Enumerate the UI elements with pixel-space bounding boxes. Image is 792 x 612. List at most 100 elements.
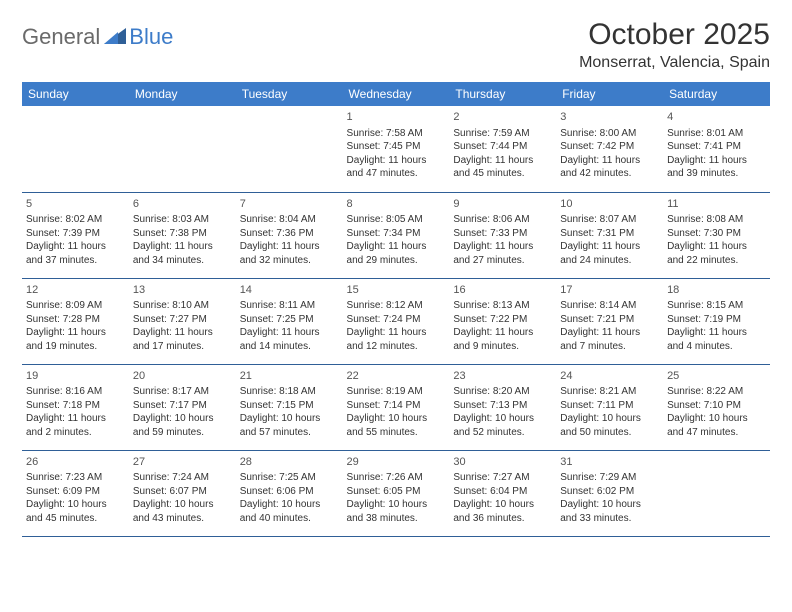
- day-info-line: Daylight: 10 hours: [453, 498, 552, 512]
- day-info-line: and 4 minutes.: [667, 340, 766, 354]
- day-info-line: Daylight: 11 hours: [453, 154, 552, 168]
- calendar-cell: 20Sunrise: 8:17 AMSunset: 7:17 PMDayligh…: [129, 364, 236, 450]
- calendar-cell: 29Sunrise: 7:26 AMSunset: 6:05 PMDayligh…: [343, 450, 450, 536]
- day-number: 25: [667, 369, 766, 384]
- day-info-line: and 37 minutes.: [26, 254, 125, 268]
- day-info-line: and 45 minutes.: [26, 512, 125, 526]
- calendar-cell: 25Sunrise: 8:22 AMSunset: 7:10 PMDayligh…: [663, 364, 770, 450]
- day-info-line: and 27 minutes.: [453, 254, 552, 268]
- calendar-cell: 13Sunrise: 8:10 AMSunset: 7:27 PMDayligh…: [129, 278, 236, 364]
- day-info-line: Daylight: 10 hours: [347, 498, 446, 512]
- day-info-line: Sunrise: 7:27 AM: [453, 471, 552, 485]
- day-info-line: Daylight: 11 hours: [26, 240, 125, 254]
- day-info-line: Sunrise: 8:12 AM: [347, 299, 446, 313]
- calendar-cell: [663, 450, 770, 536]
- day-info-line: Sunrise: 8:16 AM: [26, 385, 125, 399]
- day-info-line: Daylight: 10 hours: [560, 498, 659, 512]
- calendar-week-row: 5Sunrise: 8:02 AMSunset: 7:39 PMDaylight…: [22, 192, 770, 278]
- calendar-cell: 15Sunrise: 8:12 AMSunset: 7:24 PMDayligh…: [343, 278, 450, 364]
- day-info-line: Sunset: 6:06 PM: [240, 485, 339, 499]
- calendar-cell: 9Sunrise: 8:06 AMSunset: 7:33 PMDaylight…: [449, 192, 556, 278]
- day-info-line: Sunrise: 8:01 AM: [667, 127, 766, 141]
- day-info-line: Daylight: 11 hours: [240, 326, 339, 340]
- title-block: October 2025 Monserrat, Valencia, Spain: [579, 18, 770, 72]
- day-info-line: Sunrise: 7:58 AM: [347, 127, 446, 141]
- day-info-line: and 33 minutes.: [560, 512, 659, 526]
- day-info-line: Sunrise: 8:20 AM: [453, 385, 552, 399]
- day-info-line: Sunset: 6:07 PM: [133, 485, 232, 499]
- day-info-line: Sunset: 7:11 PM: [560, 399, 659, 413]
- calendar-page: General Blue October 2025 Monserrat, Val…: [0, 0, 792, 555]
- day-info-line: Sunrise: 7:23 AM: [26, 471, 125, 485]
- calendar-cell: 7Sunrise: 8:04 AMSunset: 7:36 PMDaylight…: [236, 192, 343, 278]
- day-number: 29: [347, 455, 446, 470]
- day-info-line: Sunset: 7:36 PM: [240, 227, 339, 241]
- day-number: 27: [133, 455, 232, 470]
- day-number: 19: [26, 369, 125, 384]
- calendar-cell: 26Sunrise: 7:23 AMSunset: 6:09 PMDayligh…: [22, 450, 129, 536]
- day-info-line: and 22 minutes.: [667, 254, 766, 268]
- logo-triangle-icon: [104, 26, 126, 49]
- day-info-line: Sunset: 7:41 PM: [667, 140, 766, 154]
- day-info-line: and 34 minutes.: [133, 254, 232, 268]
- day-info-line: Sunrise: 8:18 AM: [240, 385, 339, 399]
- day-number: 18: [667, 283, 766, 298]
- day-number: 1: [347, 110, 446, 125]
- day-number: 4: [667, 110, 766, 125]
- day-header: Friday: [556, 82, 663, 106]
- calendar-cell: 12Sunrise: 8:09 AMSunset: 7:28 PMDayligh…: [22, 278, 129, 364]
- day-info-line: Sunset: 7:42 PM: [560, 140, 659, 154]
- day-info-line: and 32 minutes.: [240, 254, 339, 268]
- day-info-line: Sunrise: 7:24 AM: [133, 471, 232, 485]
- day-number: 15: [347, 283, 446, 298]
- day-info-line: and 38 minutes.: [347, 512, 446, 526]
- day-info-line: Sunset: 7:17 PM: [133, 399, 232, 413]
- day-info-line: Sunset: 7:33 PM: [453, 227, 552, 241]
- day-info-line: Sunset: 7:34 PM: [347, 227, 446, 241]
- calendar-cell: 17Sunrise: 8:14 AMSunset: 7:21 PMDayligh…: [556, 278, 663, 364]
- day-info-line: Sunrise: 8:21 AM: [560, 385, 659, 399]
- calendar-cell: 3Sunrise: 8:00 AMSunset: 7:42 PMDaylight…: [556, 106, 663, 192]
- calendar-week-row: 12Sunrise: 8:09 AMSunset: 7:28 PMDayligh…: [22, 278, 770, 364]
- day-info-line: Sunset: 7:27 PM: [133, 313, 232, 327]
- day-info-line: Sunrise: 8:09 AM: [26, 299, 125, 313]
- day-info-line: Sunset: 7:10 PM: [667, 399, 766, 413]
- day-header: Tuesday: [236, 82, 343, 106]
- day-info-line: Daylight: 10 hours: [453, 412, 552, 426]
- day-info-line: Daylight: 11 hours: [347, 240, 446, 254]
- day-info-line: Sunset: 7:19 PM: [667, 313, 766, 327]
- day-info-line: and 59 minutes.: [133, 426, 232, 440]
- day-info-line: and 45 minutes.: [453, 167, 552, 181]
- logo-text-general: General: [22, 24, 100, 50]
- day-info-line: Sunset: 7:38 PM: [133, 227, 232, 241]
- day-info-line: Sunrise: 8:02 AM: [26, 213, 125, 227]
- day-number: 5: [26, 197, 125, 212]
- day-info-line: and 36 minutes.: [453, 512, 552, 526]
- day-info-line: Sunrise: 7:26 AM: [347, 471, 446, 485]
- day-number: 22: [347, 369, 446, 384]
- day-info-line: and 2 minutes.: [26, 426, 125, 440]
- day-info-line: Sunset: 7:30 PM: [667, 227, 766, 241]
- day-info-line: Sunrise: 8:11 AM: [240, 299, 339, 313]
- day-info-line: Daylight: 11 hours: [133, 240, 232, 254]
- day-info-line: Daylight: 11 hours: [26, 412, 125, 426]
- day-info-line: and 39 minutes.: [667, 167, 766, 181]
- day-info-line: Sunrise: 8:10 AM: [133, 299, 232, 313]
- day-info-line: Daylight: 11 hours: [347, 326, 446, 340]
- day-number: 10: [560, 197, 659, 212]
- day-info-line: Sunrise: 7:25 AM: [240, 471, 339, 485]
- day-number: 30: [453, 455, 552, 470]
- day-info-line: Sunrise: 8:19 AM: [347, 385, 446, 399]
- calendar-cell: 11Sunrise: 8:08 AMSunset: 7:30 PMDayligh…: [663, 192, 770, 278]
- calendar-cell: 28Sunrise: 7:25 AMSunset: 6:06 PMDayligh…: [236, 450, 343, 536]
- day-number: 24: [560, 369, 659, 384]
- calendar-cell: 6Sunrise: 8:03 AMSunset: 7:38 PMDaylight…: [129, 192, 236, 278]
- day-info-line: Sunset: 7:24 PM: [347, 313, 446, 327]
- day-info-line: Daylight: 10 hours: [240, 412, 339, 426]
- day-info-line: Sunset: 7:39 PM: [26, 227, 125, 241]
- day-info-line: and 9 minutes.: [453, 340, 552, 354]
- day-number: 31: [560, 455, 659, 470]
- day-info-line: and 17 minutes.: [133, 340, 232, 354]
- calendar-cell: 19Sunrise: 8:16 AMSunset: 7:18 PMDayligh…: [22, 364, 129, 450]
- day-info-line: Sunset: 6:09 PM: [26, 485, 125, 499]
